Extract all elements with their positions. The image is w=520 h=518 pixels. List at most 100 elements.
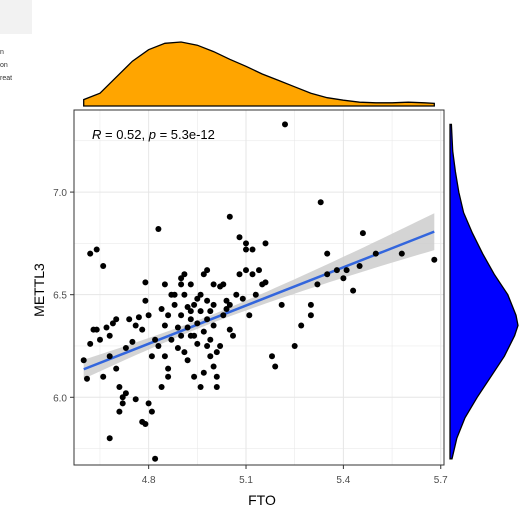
data-point — [233, 291, 240, 298]
data-point — [106, 332, 113, 339]
data-point — [135, 314, 142, 321]
data-point — [350, 287, 357, 294]
data-point — [152, 336, 159, 343]
y-tick-label: 7.0 — [53, 188, 67, 199]
data-point — [204, 297, 211, 304]
data-point — [194, 320, 201, 327]
data-point — [145, 400, 152, 407]
data-point — [278, 301, 285, 308]
data-point — [217, 343, 224, 349]
correlation-annotation: R = 0.52, p = 5.3e-12 — [92, 127, 215, 142]
data-point — [200, 369, 207, 376]
data-point — [220, 281, 227, 288]
legend-box-fragment — [0, 0, 32, 34]
data-point — [197, 308, 204, 315]
data-point — [165, 312, 172, 319]
data-point — [324, 250, 331, 257]
data-point — [272, 363, 279, 370]
data-point — [207, 308, 214, 315]
data-point — [93, 326, 100, 333]
data-point — [197, 291, 204, 298]
grid-lines — [74, 110, 444, 465]
data-point — [148, 408, 155, 415]
data-point — [122, 345, 129, 351]
data-point — [213, 373, 220, 380]
legend-text-1: n — [0, 49, 4, 56]
data-point — [236, 271, 243, 278]
x-tick-label: 5.4 — [336, 475, 350, 486]
data-point — [181, 271, 188, 278]
data-point — [155, 343, 162, 349]
data-point — [145, 312, 152, 319]
data-point — [132, 322, 139, 329]
data-point — [226, 326, 233, 333]
data-point — [200, 328, 207, 335]
data-point — [291, 343, 298, 349]
panel-border — [73, 109, 445, 466]
data-point — [132, 396, 139, 403]
data-point — [184, 357, 191, 364]
data-point — [262, 279, 269, 286]
data-point — [243, 246, 249, 253]
data-point — [122, 390, 129, 397]
data-point — [187, 281, 194, 288]
data-point — [246, 312, 253, 319]
data-point — [431, 256, 438, 263]
data-point — [116, 384, 123, 390]
data-point — [269, 353, 275, 360]
data-point — [158, 306, 165, 312]
data-point — [191, 332, 198, 339]
data-point — [210, 322, 217, 329]
legend-text-2: on — [0, 62, 8, 69]
data-point — [243, 267, 249, 274]
data-point — [204, 267, 211, 274]
data-point — [252, 291, 259, 298]
data-point — [116, 408, 123, 415]
data-point — [165, 365, 172, 372]
data-point — [262, 240, 269, 247]
data-point — [333, 267, 340, 274]
data-point — [398, 250, 405, 257]
x-tick-label: 4.8 — [142, 475, 156, 486]
plot-panel — [74, 110, 444, 465]
x-tick-label: 5.1 — [239, 475, 253, 486]
data-point — [142, 297, 149, 304]
legend-fragment: n on reat — [0, 46, 12, 85]
data-point — [324, 271, 331, 278]
data-point — [197, 384, 204, 390]
data-point — [139, 326, 146, 333]
data-point — [87, 340, 94, 347]
data-point — [220, 312, 227, 319]
data-point — [249, 271, 256, 278]
data-point — [100, 373, 107, 380]
data-point — [126, 316, 133, 323]
data-point — [243, 240, 249, 247]
data-point — [97, 336, 103, 343]
data-point — [194, 340, 201, 347]
data-point — [165, 373, 172, 380]
data-point — [113, 316, 120, 323]
data-point — [142, 279, 149, 286]
data-point — [142, 421, 149, 427]
y-density-curve — [449, 123, 519, 460]
data-point — [113, 365, 120, 372]
data-point — [80, 357, 87, 364]
data-point — [152, 455, 159, 462]
data-point — [93, 246, 100, 253]
data-point — [210, 301, 217, 308]
data-point — [314, 281, 321, 288]
data-point — [200, 271, 207, 278]
data-point — [106, 435, 113, 442]
x-density-curve — [83, 41, 435, 107]
data-point — [161, 322, 168, 329]
data-point — [178, 332, 185, 339]
data-point — [256, 267, 262, 274]
data-point — [103, 324, 110, 331]
data-point — [207, 336, 214, 343]
data-point — [298, 322, 305, 329]
data-point — [158, 384, 165, 390]
data-point — [213, 349, 220, 356]
data-point — [100, 263, 107, 269]
data-point — [356, 263, 363, 269]
